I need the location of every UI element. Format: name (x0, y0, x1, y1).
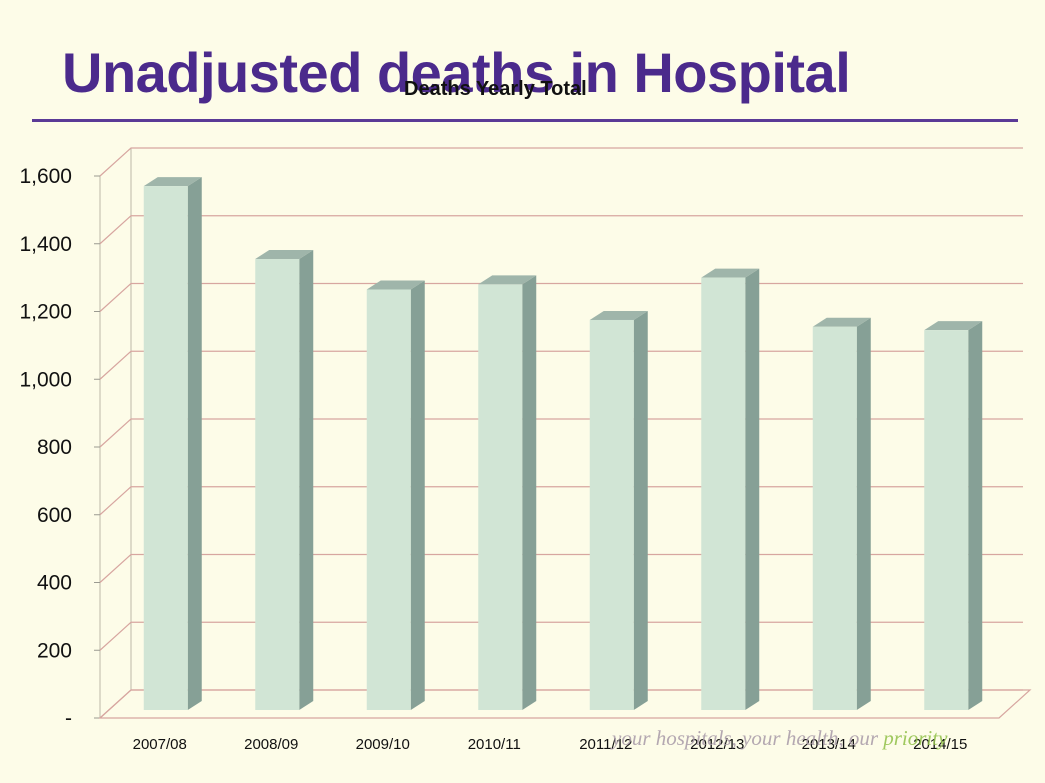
bar-top (478, 275, 537, 285)
y-tick-label: 200 (37, 639, 72, 662)
bar-side (522, 275, 537, 710)
bar-side (299, 249, 314, 710)
x-tick-label: 2009/10 (356, 736, 410, 753)
y-tick-label: 1,600 (19, 165, 72, 188)
bar-top (589, 310, 648, 320)
slide-title: Unadjusted deaths in Hospital (62, 41, 851, 104)
y-tick-label: - (65, 707, 72, 730)
bar-top (812, 317, 871, 327)
bar (812, 326, 857, 710)
y-tick-label: 800 (37, 436, 72, 459)
bar (589, 319, 634, 710)
x-tick-label: 2008/09 (244, 736, 298, 753)
gridline (99, 486, 1023, 516)
footer-tagline: your hospitals, your health, our priorit… (612, 726, 947, 751)
chart-title: Deaths Yearly Total (404, 78, 587, 100)
x-tick-label: 2011/12 (579, 736, 632, 753)
gridline (99, 350, 1023, 380)
gridline (99, 621, 1023, 651)
x-tick-label: 2010/11 (468, 736, 521, 753)
y-tick-label: 400 (37, 572, 72, 595)
bar (255, 258, 300, 710)
x-tick-label: 2012/13 (690, 736, 744, 753)
bar (366, 289, 411, 710)
x-tick-label: 2007/08 (133, 736, 187, 753)
bar-side (633, 310, 648, 710)
bar-top (701, 268, 760, 278)
bar-side (856, 317, 871, 710)
chart-floor (98, 689, 1032, 719)
bar-top (143, 177, 202, 187)
title-divider (32, 119, 1018, 122)
footer-tagline-main: your hospitals, your health, our (612, 726, 884, 750)
bar (143, 186, 188, 711)
bar-side (745, 268, 760, 710)
bar-top (924, 321, 983, 331)
y-tick-label: 1,000 (19, 368, 72, 391)
gridline (99, 418, 1023, 448)
bar (478, 284, 523, 710)
bar-side (968, 321, 983, 710)
x-tick-label: 2014/15 (913, 736, 967, 753)
gridline (99, 147, 1023, 177)
bar-top (255, 249, 314, 259)
bar (701, 277, 746, 710)
gridline (99, 553, 1023, 583)
x-tick-label: 2013/14 (802, 736, 856, 753)
y-tick-label: 1,200 (19, 301, 72, 324)
gridline (99, 282, 1023, 312)
gridline (99, 215, 1023, 245)
bar-top (366, 280, 425, 290)
bar-side (187, 177, 202, 711)
footer-tagline-accent: priority (883, 726, 948, 750)
bar (924, 330, 969, 710)
gridline (99, 689, 1023, 719)
y-tick-label: 1,400 (19, 233, 72, 256)
y-tick-label: 600 (37, 504, 72, 527)
bar-side (410, 280, 425, 710)
